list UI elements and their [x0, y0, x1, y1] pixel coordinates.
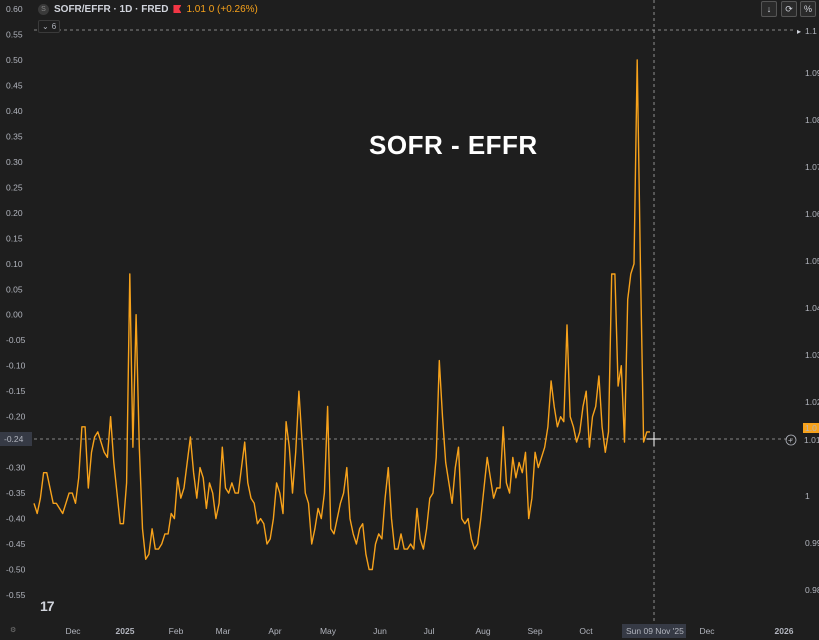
y-tick-label: 0.30: [6, 157, 23, 167]
y-tick-label: 0.25: [6, 182, 23, 192]
x-tick-label: Jul: [424, 626, 435, 636]
right-tick-label: 1.03: [805, 350, 819, 360]
x-tick-label: 2026: [775, 626, 794, 636]
right-tick-label: 1.08: [805, 115, 819, 125]
right-axis: 1.09 1.08 1.07 1.06 1.05 1.04 1.03 1.02 1 0.99 0.9…: [805, 68, 819, 595]
x-axis: Dec 2025 Feb Mar Apr May Jun Jul Aug Sep Oct Dec 202…: [65, 626, 793, 636]
last-value-label: 1.0: [805, 423, 817, 433]
y-tick-label: -0.40: [6, 514, 26, 524]
x-tick-label: Feb: [169, 626, 184, 636]
flag-icon: [173, 5, 182, 13]
x-tick-label: 2025: [116, 626, 135, 636]
crosshair-right-label: 1.01: [804, 435, 819, 445]
chevron-down-icon: ⌄: [42, 22, 49, 31]
y-tick-label: -0.50: [6, 565, 26, 575]
right-tick-label: 1.05: [805, 256, 819, 266]
indicators-count: 6: [51, 22, 57, 31]
legend-value: 1.01 0 (+0.26%): [186, 3, 258, 15]
y-tick-label: 0.05: [6, 284, 23, 294]
y-tick-label: 0.35: [6, 131, 23, 141]
crosshair-x-label: Sun 09 Nov '25: [626, 626, 684, 636]
y-tick-label: -0.15: [6, 386, 26, 396]
x-tick-label: May: [320, 626, 337, 636]
right-tick-label: 1.02: [805, 397, 819, 407]
x-tick-label: Jun: [373, 626, 387, 636]
right-tick-label: 1: [805, 491, 810, 501]
x-tick-label: Dec: [65, 626, 81, 636]
y-tick-label: 0.15: [6, 233, 23, 243]
y-tick-label: 0.10: [6, 259, 23, 269]
y-tick-label: 0.50: [6, 55, 23, 65]
plus-glyph: +: [788, 436, 793, 445]
y-tick-label: 0.55: [6, 29, 23, 39]
right-arrow-icon: ▸: [797, 27, 801, 36]
tradingview-logo[interactable]: 17: [40, 598, 55, 614]
left-axis: 0.60 0.55 0.50 0.45 0.40 0.35 0.30 0.25 0.20 0.15…: [6, 4, 26, 600]
y-tick-label: 0.60: [6, 4, 23, 14]
y-tick-label: 0.20: [6, 208, 23, 218]
right-tick-label: 0.99: [805, 538, 819, 548]
crosshair-y-label: -0.24: [4, 434, 24, 444]
x-tick-label: Apr: [268, 626, 281, 636]
symbol-icon: S: [38, 3, 49, 15]
y-tick-label: -0.45: [6, 539, 26, 549]
y-tick-label: -0.55: [6, 590, 26, 600]
right-tick-label: 1.09: [805, 68, 819, 78]
chart-title: SOFR - EFFR: [369, 130, 538, 160]
y-tick-label: -0.05: [6, 335, 26, 345]
add-alert-icon: [785, 434, 797, 446]
y-tick-label: -0.10: [6, 361, 26, 371]
download-button[interactable]: ↓: [761, 1, 777, 17]
x-tick-label: Sep: [527, 626, 542, 636]
legend-bar[interactable]: S SOFR/EFFR · 1D · FRED 1.01 0 (+0.26%): [38, 2, 258, 16]
y-tick-label: -0.30: [6, 463, 26, 473]
indicators-toggle[interactable]: ⌄ 6: [38, 20, 61, 33]
y-tick-label: 0.40: [6, 106, 23, 116]
series-line: [33, 59, 650, 571]
crosshair-cursor-icon: [647, 432, 661, 446]
x-tick-label: Dec: [699, 626, 715, 636]
x-tick-label: Oct: [579, 626, 593, 636]
y-tick-label: 0.00: [6, 310, 23, 320]
y-tick-label: -0.35: [6, 488, 26, 498]
y-tick-label: 0.45: [6, 80, 23, 90]
percent-button[interactable]: %: [800, 1, 816, 17]
top-right-label: 1.1: [805, 26, 817, 36]
right-tick-label: 0.98: [805, 585, 819, 595]
right-tick-label: 1.07: [805, 162, 819, 172]
x-tick-label: Aug: [475, 626, 490, 636]
symbol-name[interactable]: SOFR/EFFR · 1D · FRED: [54, 3, 169, 15]
settings-button[interactable]: ⟳: [781, 1, 797, 17]
right-tick-label: 1.04: [805, 303, 819, 313]
x-tick-label: Mar: [216, 626, 231, 636]
y-tick-label: -0.20: [6, 412, 26, 422]
right-tick-label: 1.06: [805, 209, 819, 219]
settings-icon[interactable]: ⚙: [10, 627, 17, 634]
